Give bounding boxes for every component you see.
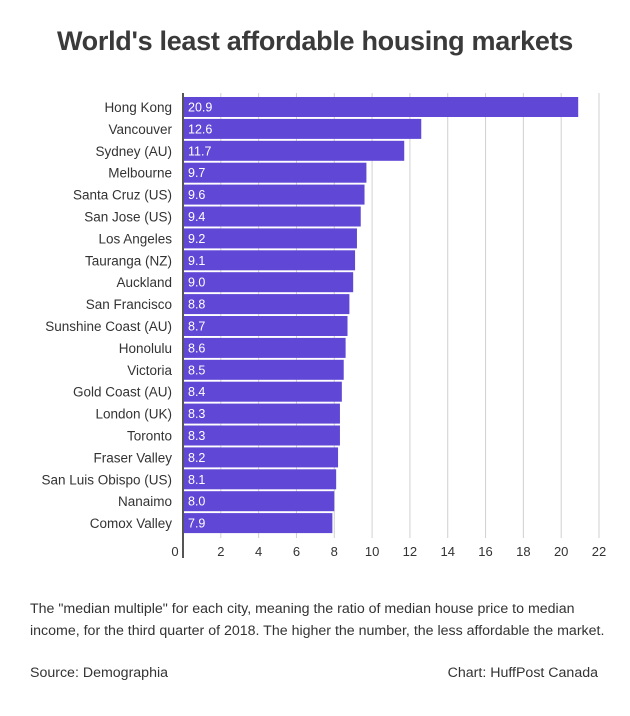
value-label-17: 8.1 — [188, 473, 205, 487]
bar-layer: 20.9 12.6 11.7 9.7 9.6 9.4 9.2 9.1 9.0 8.8 8.7 8.6 8… — [183, 97, 579, 534]
value-label-16: 8.2 — [188, 451, 205, 465]
x-tick-label-22: 22 — [592, 544, 606, 559]
value-label-18: 8.0 — [188, 495, 205, 509]
category-label-6: Los Angeles — [98, 231, 172, 246]
category-label-8: Auckland — [116, 275, 172, 290]
chart-note: The "median multiple" for each city, mea… — [30, 601, 605, 639]
bar-13 — [183, 381, 342, 402]
category-label-13: Gold Coast (AU) — [73, 385, 172, 400]
chart-title: World's least affordable housing markets — [56, 26, 574, 56]
bar-6 — [183, 228, 357, 249]
bar-2 — [183, 140, 405, 161]
bar-4 — [183, 184, 365, 205]
x-tick-label-18: 18 — [516, 544, 530, 559]
x-tick-label-2: 2 — [217, 544, 224, 559]
value-label-8: 9.0 — [188, 276, 205, 290]
credit-text: Chart: HuffPost Canada — [447, 665, 598, 681]
category-label-9: San Francisco — [86, 297, 172, 312]
value-label-9: 8.8 — [188, 298, 205, 312]
value-label-1: 12.6 — [188, 122, 212, 136]
category-label-layer: Hong Kong Vancouver Sydney (AU) Melbourne Sa… — [41, 100, 172, 531]
category-label-3: Melbourne — [108, 166, 172, 181]
source-text: Source: Demographia — [30, 665, 169, 681]
category-label-15: Toronto — [127, 429, 172, 444]
x-tick-label-0: 0 — [171, 544, 178, 559]
value-label-5: 9.4 — [188, 210, 205, 224]
bar-1 — [183, 118, 422, 139]
value-label-15: 8.3 — [188, 429, 205, 443]
bar-14 — [183, 403, 340, 424]
bar-0 — [183, 97, 579, 117]
bar-17 — [183, 469, 337, 490]
bar-8 — [183, 272, 354, 293]
value-label-3: 9.7 — [188, 166, 205, 180]
category-label-16: Fraser Valley — [93, 450, 172, 465]
bar-16 — [183, 447, 339, 468]
value-label-10: 8.7 — [188, 320, 205, 334]
category-label-1: Vancouver — [108, 122, 172, 137]
bar-15 — [183, 425, 340, 446]
bar-5 — [183, 206, 361, 227]
category-label-4: Santa Cruz (US) — [73, 188, 172, 203]
x-tick-label-20: 20 — [554, 544, 568, 559]
category-label-7: Tauranga (NZ) — [85, 253, 172, 268]
bar-3 — [183, 162, 367, 183]
bar-7 — [183, 250, 356, 271]
category-label-19: Comox Valley — [90, 516, 173, 531]
category-label-10: Sunshine Coast (AU) — [45, 319, 172, 334]
value-label-4: 9.6 — [188, 188, 205, 202]
value-label-7: 9.1 — [188, 254, 205, 268]
x-tick-label-4: 4 — [255, 544, 262, 559]
value-label-6: 9.2 — [188, 232, 205, 246]
bar-chart: 20.9 12.6 11.7 9.7 9.6 9.4 9.2 9.1 9.0 8.8 8.7 8.6 8… — [41, 93, 606, 559]
category-label-17: San Luis Obispo (US) — [41, 472, 172, 487]
bar-11 — [183, 337, 346, 358]
x-tick-label-12: 12 — [403, 544, 417, 559]
x-tick-label-8: 8 — [331, 544, 338, 559]
x-axis-ticks: 0 2 4 6 8 10 12 14 16 18 20 22 — [171, 544, 606, 559]
x-tick-label-10: 10 — [365, 544, 379, 559]
value-label-12: 8.5 — [188, 363, 205, 377]
value-label-0: 20.9 — [188, 101, 212, 115]
value-label-19: 7.9 — [188, 517, 205, 531]
value-label-11: 8.6 — [188, 341, 205, 355]
category-label-0: Hong Kong — [104, 100, 172, 115]
bar-9 — [183, 294, 350, 315]
category-label-5: San Jose (US) — [84, 210, 172, 225]
category-label-2: Sydney (AU) — [95, 144, 172, 159]
value-label-2: 11.7 — [188, 144, 211, 158]
x-tick-label-16: 16 — [478, 544, 492, 559]
x-tick-label-6: 6 — [293, 544, 300, 559]
bar-19 — [183, 513, 333, 534]
category-label-12: Victoria — [127, 363, 172, 378]
bar-10 — [183, 316, 348, 336]
value-label-13: 8.4 — [188, 385, 205, 399]
value-label-14: 8.3 — [188, 407, 205, 421]
bar-12 — [183, 359, 344, 380]
category-label-11: Honolulu — [119, 341, 172, 356]
category-label-18: Nanaimo — [118, 494, 172, 509]
category-label-14: London (UK) — [95, 407, 172, 422]
bar-18 — [183, 491, 335, 512]
x-tick-label-14: 14 — [440, 544, 454, 559]
